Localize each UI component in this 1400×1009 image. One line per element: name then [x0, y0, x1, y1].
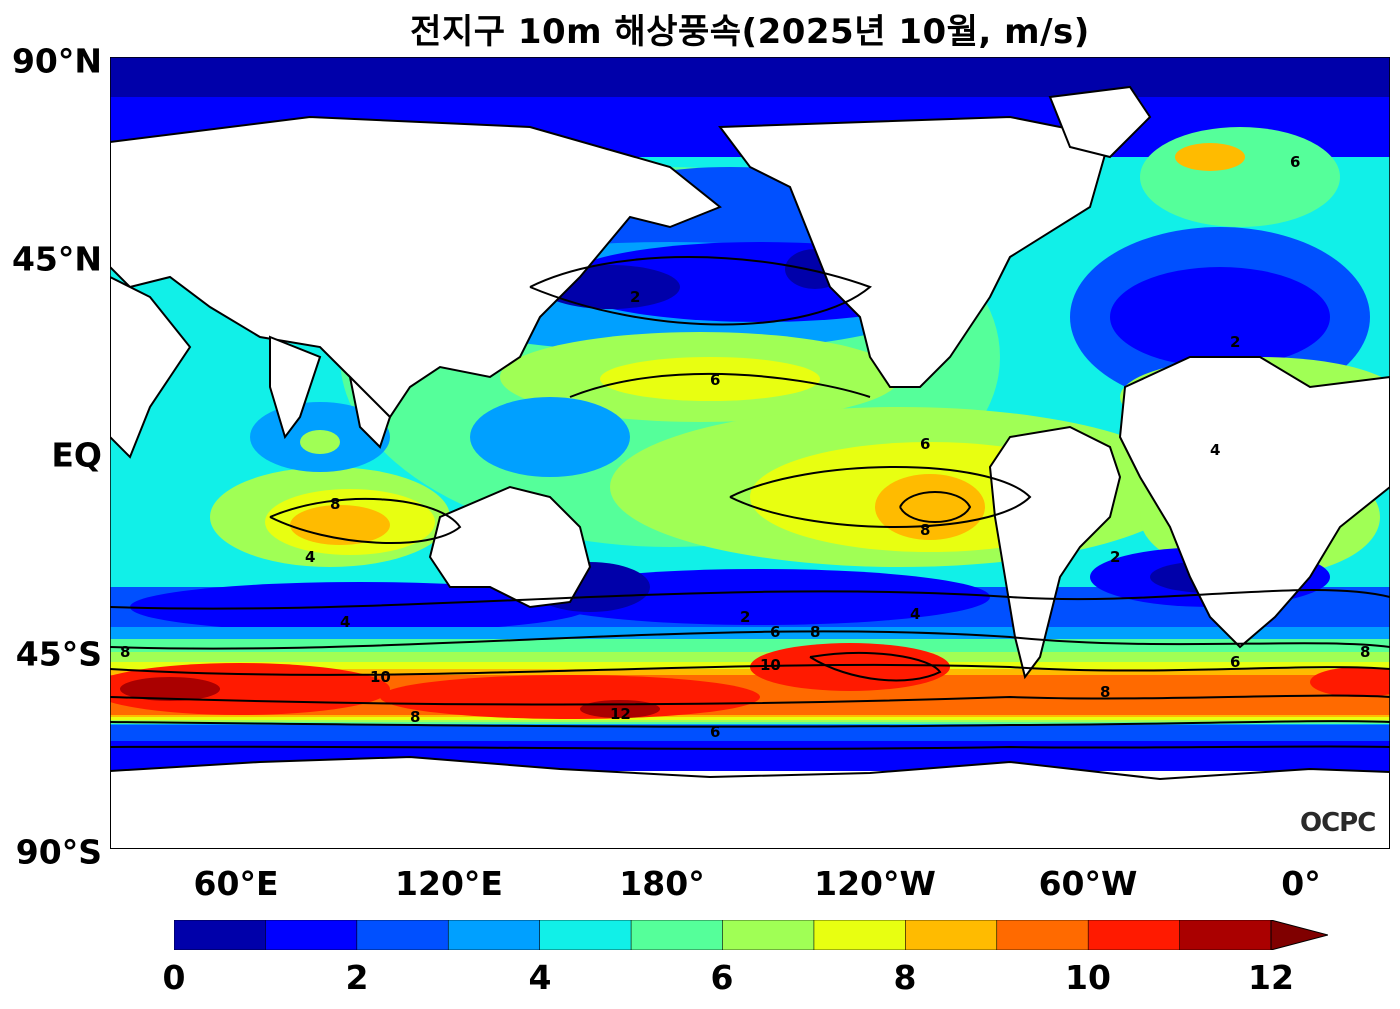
colorbar-tick-10: 10: [1065, 958, 1111, 997]
contour-label: 4: [340, 613, 350, 631]
ocpc-logo: OCPC: [1300, 808, 1376, 838]
contour-label: 6: [1230, 653, 1240, 671]
contour-label: 8: [810, 623, 820, 641]
contour-label: 10: [370, 668, 391, 686]
contour-label: 12: [610, 705, 631, 723]
lat-label-90s: 90°S: [15, 832, 102, 872]
lon-label-0: 0°: [1281, 864, 1321, 903]
lat-label-45n: 45°N: [11, 239, 102, 279]
contour-label: 10: [760, 656, 781, 674]
lat-label-90n: 90°N: [11, 41, 102, 81]
contour-label: 8: [1360, 643, 1370, 661]
contour-label: 8: [1100, 683, 1110, 701]
colorbar-tick-2: 2: [345, 958, 369, 997]
contour-label: 2: [630, 288, 640, 306]
colorbar-segment: [905, 920, 998, 950]
colorbar-tick-6: 6: [710, 958, 734, 997]
contour-label: 4: [910, 605, 920, 623]
lon-label-60e: 60°E: [193, 864, 279, 903]
colorbar-segment: [539, 920, 632, 950]
colorbar-segment: [996, 920, 1089, 950]
colorbar-segment: [630, 920, 724, 950]
contour-label: 2: [1230, 333, 1240, 351]
colorbar-tick-8: 8: [893, 958, 917, 997]
contour-label: 8: [920, 521, 930, 539]
colorbar-segment: [265, 920, 358, 950]
colorbar-segment: [722, 920, 815, 950]
colorbar-segment: [1087, 920, 1181, 950]
colorbar-tick-0: 0: [162, 958, 186, 997]
contour-label: 8: [120, 643, 130, 661]
contour-label: 6: [1290, 153, 1300, 171]
lat-label-eq: EQ: [51, 435, 102, 475]
contour-label: 8: [330, 495, 340, 513]
contour-label: 8: [410, 708, 420, 726]
contour-label: 4: [1210, 441, 1220, 459]
contour-label: 6: [770, 623, 780, 641]
contour-label: 6: [710, 723, 720, 741]
contour-label: 2: [740, 608, 750, 626]
wind-speed-map: 2 6 6 8 8 4 2 4 6 8 10 10 12 8 8 2 2 4 6…: [110, 57, 1390, 849]
colorbar-segment: [174, 920, 267, 950]
contour-label: 4: [305, 548, 315, 566]
lon-label-60w: 60°W: [1038, 864, 1138, 903]
colorbar-segment: [447, 920, 541, 950]
colorbar-segment: [813, 920, 907, 950]
colorbar-segment: [356, 920, 450, 950]
colorbar-extend-arrow: [1270, 920, 1328, 950]
lon-label-180: 180°: [619, 864, 705, 903]
lon-label-120w: 120°W: [814, 864, 936, 903]
colorbar-tick-4: 4: [528, 958, 552, 997]
contour-label: 6: [920, 435, 930, 453]
colorbar-segment: [1179, 920, 1272, 950]
colorbar: [174, 920, 1328, 950]
lat-label-45s: 45°S: [15, 634, 102, 674]
contour-label: 2: [1110, 548, 1120, 566]
map-title: 전지구 10m 해상풍속(2025년 10월, m/s): [410, 12, 1090, 52]
lon-label-120e: 120°E: [395, 864, 503, 903]
contour-label: 6: [710, 371, 720, 389]
colorbar-tick-12: 12: [1248, 958, 1294, 997]
